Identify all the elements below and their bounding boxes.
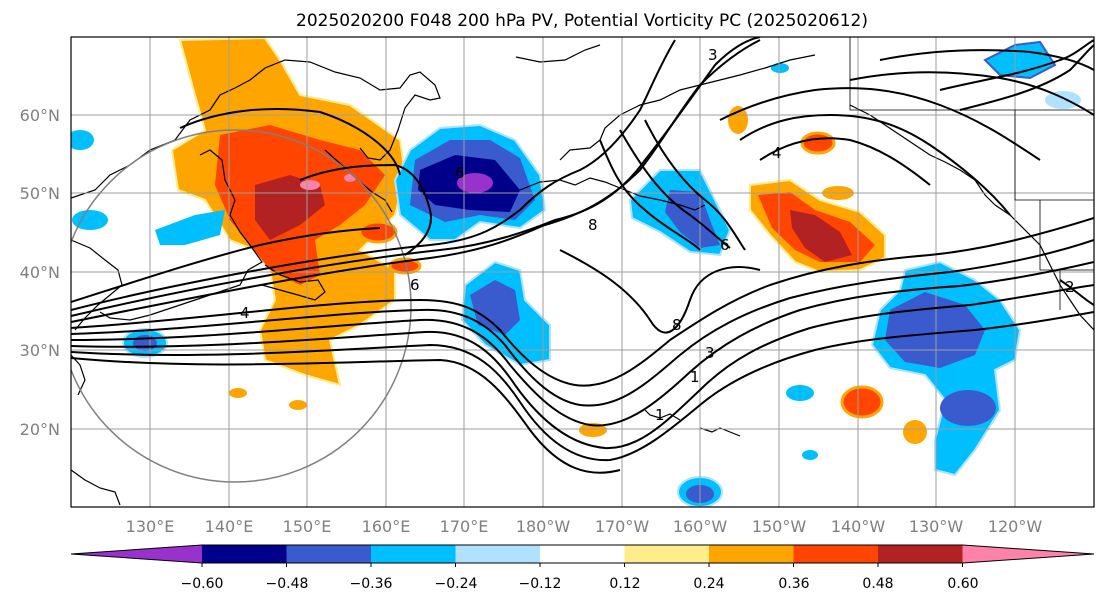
contour-label: 8	[588, 216, 598, 234]
colorbar-tick-label: −0.48	[266, 576, 309, 592]
colorbar-swatch	[540, 545, 625, 563]
map-frame	[70, 36, 1095, 508]
contour-label: 1	[690, 368, 700, 386]
lon-label: 130°E	[126, 517, 175, 536]
colorbar-tick-label: −0.60	[181, 576, 224, 592]
range-circle	[71, 129, 412, 483]
lat-label: 30°N	[20, 341, 60, 360]
pv-shading	[71, 37, 1081, 507]
negative-anomaly-130w-south	[940, 390, 996, 426]
contour-labels: 3 4 8 6 6 6 8 4 3 1 1 2	[240, 46, 1075, 424]
negative-small-8	[1045, 91, 1081, 109]
colorbar-tick-label: 0.12	[609, 576, 640, 592]
lon-label: 130°W	[909, 517, 964, 536]
colorbar-extension-low	[71, 545, 202, 563]
pv-contours	[71, 37, 1094, 474]
contour-label: 6	[410, 276, 420, 294]
lat-label: 40°N	[20, 263, 60, 282]
lon-label: 120°W	[988, 517, 1043, 536]
negative-anomaly-170e-peak	[457, 173, 493, 193]
lon-label: 140°E	[205, 517, 254, 536]
negative-small-10	[802, 450, 818, 460]
colorbar-swatch	[202, 545, 287, 563]
peak-anomaly-japan	[300, 180, 320, 190]
contour-label: 4	[772, 144, 782, 162]
negative-small-4	[72, 210, 108, 230]
colorbar-tick-label: 0.36	[778, 576, 809, 592]
lon-label: 160°E	[362, 517, 411, 536]
anomaly-small-4	[289, 400, 307, 410]
contour-label: 2	[1065, 278, 1075, 296]
colorbar-tick-label: 0.48	[862, 576, 893, 592]
negative-small-9	[771, 63, 789, 73]
lon-label: 170°W	[595, 517, 650, 536]
lon-label: 140°W	[831, 517, 886, 536]
lat-label: 50°N	[20, 184, 60, 203]
lat-label: 20°N	[20, 420, 60, 439]
lat-label: 60°N	[20, 106, 60, 125]
contour-label: 1	[655, 406, 665, 424]
lon-label: 150°E	[283, 517, 332, 536]
anomaly-small-3	[229, 388, 247, 398]
negative-small-6	[71, 130, 94, 150]
negative-small-2	[786, 385, 814, 401]
lon-label: 150°W	[752, 517, 807, 536]
anomaly-small-5	[800, 131, 836, 155]
colorbar-swatch	[455, 545, 541, 563]
anomaly-small-1	[358, 220, 398, 244]
colorbar-swatch	[624, 545, 710, 563]
contour-label: 3	[705, 344, 715, 362]
colorbar-tick-label: −0.36	[350, 576, 393, 592]
colorbar-swatch	[793, 545, 879, 563]
contour-label: 8	[672, 316, 682, 334]
lon-label: 170°E	[440, 517, 489, 536]
longitude-labels: 130°E 140°E 150°E 160°E 170°E 180°W 170°…	[126, 517, 1043, 536]
colorbar	[70, 544, 1095, 567]
colorbar-swatch	[709, 545, 794, 563]
positive-anomaly-145w-core	[790, 210, 852, 262]
colorbar-extension-high	[962, 545, 1094, 563]
negative-anomaly-dateline-mid	[470, 280, 520, 335]
colorbar-tick-label: −0.24	[435, 576, 478, 592]
latitude-labels: 60°N 50°N 40°N 30°N 20°N	[20, 106, 60, 439]
contour-label: 4	[240, 304, 250, 322]
lon-label: 160°W	[673, 517, 728, 536]
contour-label: 6	[720, 236, 730, 254]
boundaries	[849, 37, 1094, 310]
anomaly-small-8	[840, 385, 884, 419]
graticule	[71, 37, 1094, 507]
colorbar-swatch	[371, 545, 456, 563]
contour-label: 3	[708, 46, 718, 64]
anomaly-small-7	[728, 106, 748, 134]
peak-anomaly-japan-2	[344, 174, 356, 182]
colorbar-tick-label: 0.24	[693, 576, 724, 592]
figure-title: 2025020200 F048 200 hPa PV, Potential Vo…	[296, 11, 868, 31]
colorbar-swatch	[286, 545, 372, 563]
contour-label: 6	[455, 164, 465, 182]
anomaly-small-10	[579, 423, 607, 437]
lon-label: 180°W	[516, 517, 571, 536]
negative-small-5	[155, 210, 225, 245]
colorbar-tick-label: −0.12	[519, 576, 562, 592]
map-area: 3 4 8 6 6 6 8 4 3 1 1 2	[71, 37, 1094, 507]
colorbar-swatch	[878, 545, 963, 563]
colorbar-tick-labels: −0.60 −0.48 −0.36 −0.24 −0.12 0.12 0.24 …	[181, 576, 979, 592]
anomaly-small-9	[903, 420, 927, 444]
colorbar-tick-label: 0.60	[947, 576, 978, 592]
